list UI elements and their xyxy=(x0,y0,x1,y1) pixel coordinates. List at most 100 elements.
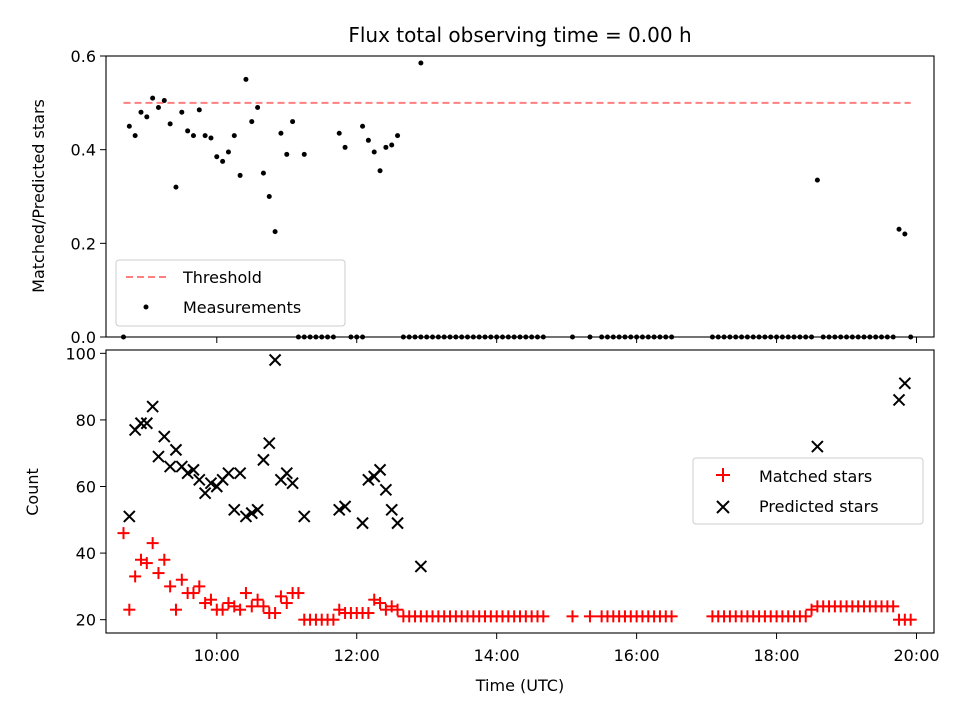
measurement-point xyxy=(237,172,243,178)
matched-star-point xyxy=(274,590,287,603)
predicted-star-point xyxy=(811,440,824,453)
matched-star-point xyxy=(327,613,340,626)
matched-star-point xyxy=(391,603,404,616)
predicted-star-point xyxy=(391,516,404,530)
predicted-star-point xyxy=(379,483,393,497)
predicted-star-point xyxy=(187,463,200,477)
matched-star-point xyxy=(239,587,252,600)
predicted-star-point xyxy=(251,503,264,517)
predicted-star-point xyxy=(146,400,159,413)
matched-star-point xyxy=(566,610,579,623)
top-y-tick-label: 0.2 xyxy=(71,234,96,253)
matched-star-point xyxy=(280,597,293,610)
predicted-star-point xyxy=(204,476,218,490)
predicted-star-point xyxy=(333,503,346,517)
matched-star-point xyxy=(251,593,264,606)
x-tick-label: 18:00 xyxy=(754,646,800,665)
matched-star-point xyxy=(117,527,130,540)
matched-star-point xyxy=(887,600,900,613)
predicted-star-point xyxy=(286,476,299,490)
measurement-point xyxy=(249,119,255,125)
predicted-star-point xyxy=(298,510,311,523)
matched-star-point xyxy=(583,610,596,623)
x-tick-label: 16:00 xyxy=(614,646,660,665)
measurement-point xyxy=(395,133,401,139)
matched-star-point xyxy=(123,603,136,616)
legend-threshold-label: Threshold xyxy=(182,268,262,287)
predicted-star-point xyxy=(245,506,258,520)
measurement-point xyxy=(243,76,249,82)
measurement-point xyxy=(202,133,208,139)
measurement-point xyxy=(167,121,173,127)
predicted-star-point xyxy=(134,417,148,430)
measurement-point xyxy=(260,170,266,176)
measurement-point xyxy=(155,105,161,111)
matched-star-point xyxy=(362,607,375,620)
legend-measurements-swatch xyxy=(143,304,149,310)
measurement-point xyxy=(896,226,902,232)
matched-star-point xyxy=(245,600,258,613)
legend-predicted-swatch xyxy=(716,500,730,514)
measurement-point xyxy=(365,137,371,143)
measurement-point xyxy=(208,135,214,141)
measurement-point xyxy=(278,130,284,136)
measurement-point xyxy=(144,114,150,120)
measurement-point xyxy=(196,107,202,113)
measurement-point xyxy=(173,184,179,190)
measurement-point xyxy=(190,133,196,139)
matched-star-point xyxy=(374,597,387,610)
measurement-point xyxy=(301,151,307,157)
legend-predicted-label: Predicted stars xyxy=(759,497,879,516)
measurement-point xyxy=(179,109,185,115)
matched-star-point xyxy=(187,587,200,600)
bottom-y-ticks: 20 40 60 80 100 xyxy=(65,344,106,630)
measurement-point xyxy=(161,97,167,103)
bottom-marks xyxy=(117,353,917,626)
measurement-point xyxy=(272,229,278,235)
measurement-point xyxy=(255,105,261,111)
matched-star-point xyxy=(269,607,282,620)
top-axes-frame xyxy=(105,55,935,338)
predicted-star-point xyxy=(228,503,241,517)
measurement-point xyxy=(360,123,366,129)
bottom-y-tick-label: 20 xyxy=(76,611,96,630)
bottom-legend-box xyxy=(692,457,924,525)
top-y-axis-label: Matched/Predicted stars xyxy=(29,99,48,293)
measurement-point xyxy=(266,194,272,199)
matched-star-point xyxy=(175,573,188,586)
predicted-star-point xyxy=(233,466,247,480)
predicted-star-point xyxy=(257,453,270,467)
matched-star-point xyxy=(799,610,812,623)
predicted-star-point xyxy=(414,560,428,573)
predicted-star-point xyxy=(140,417,154,430)
matched-star-point xyxy=(292,587,305,600)
measurement-point xyxy=(126,123,132,129)
legend-matched-swatch xyxy=(716,468,730,482)
measurement-point xyxy=(814,177,820,183)
matched-star-point xyxy=(152,567,165,580)
top-y-tick-label: 0.4 xyxy=(71,141,96,160)
predicted-star-point xyxy=(280,466,293,480)
legend-measurements-label: Measurements xyxy=(183,298,301,317)
top-plot-area: 0.0 0.2 0.4 0.6 Matched/Predicted stars Thr… xyxy=(29,47,935,347)
x-tick-label: 10:00 xyxy=(194,646,240,665)
measurement-point xyxy=(342,144,348,150)
predicted-star-point xyxy=(222,466,235,480)
measurement-point xyxy=(389,142,395,148)
predicted-star-point xyxy=(163,460,177,473)
matched-star-point xyxy=(904,613,917,626)
x-tick-label: 14:00 xyxy=(474,646,520,665)
predicted-star-point xyxy=(263,437,276,450)
measurement-point xyxy=(377,168,383,174)
measurement-point xyxy=(138,109,144,115)
measurement-point xyxy=(150,95,156,101)
predicted-star-point xyxy=(898,377,912,390)
bottom-y-axis-label: Count xyxy=(23,468,42,516)
predicted-star-point xyxy=(198,486,212,500)
matched-star-point xyxy=(146,537,159,550)
bottom-legend: Matched stars Predicted stars xyxy=(692,457,924,525)
matched-star-point xyxy=(234,603,247,616)
predicted-star-point xyxy=(373,463,387,477)
bottom-y-tick-label: 100 xyxy=(65,344,96,363)
